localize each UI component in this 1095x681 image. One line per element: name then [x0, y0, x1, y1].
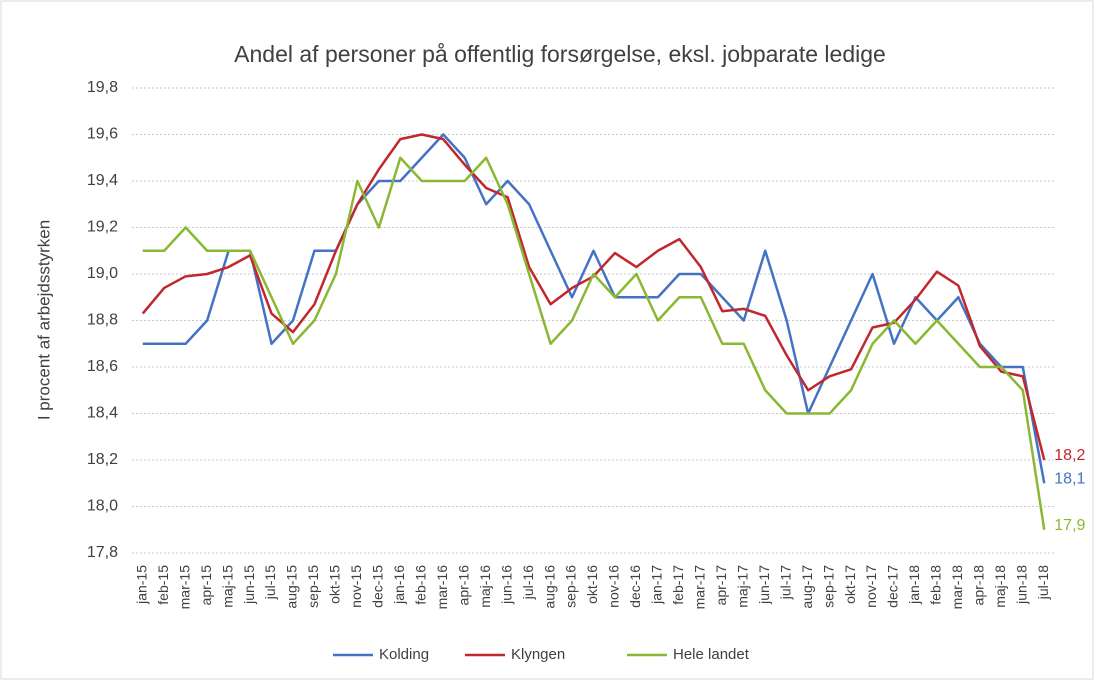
y-tick-label: 18,4 [87, 405, 118, 422]
x-tick-label: okt-16 [584, 565, 600, 604]
x-tick-label: jun-16 [498, 565, 514, 605]
x-tick-label: jan-17 [649, 565, 665, 605]
x-tick-label: sep-16 [563, 565, 579, 608]
y-tick-label: 18,6 [87, 358, 118, 375]
y-tick-label: 18,2 [87, 451, 118, 468]
x-tick-label: feb-17 [670, 565, 686, 605]
x-tick-label: feb-16 [412, 565, 428, 605]
x-tick-label: apr-17 [713, 565, 729, 606]
end-label: 18,2 [1054, 447, 1085, 464]
x-tick-label: apr-15 [198, 565, 214, 606]
y-tick-label: 19,2 [87, 219, 118, 236]
x-tick-label: okt-17 [842, 565, 858, 604]
x-tick-label: nov-17 [863, 565, 879, 608]
x-tick-label: dec-17 [885, 565, 901, 608]
legend-label: Kolding [379, 646, 429, 663]
x-tick-label: maj-18 [992, 565, 1008, 608]
x-tick-label: jul-16 [520, 565, 536, 600]
x-tick-label: jul-15 [262, 565, 278, 600]
series-line [142, 133, 1046, 484]
x-tick-label: aug-15 [284, 565, 300, 609]
chart-title: Andel af personer på offentlig forsørgel… [234, 41, 886, 67]
x-tick-label: nov-15 [348, 565, 364, 608]
x-tick-label: jun-15 [241, 565, 257, 605]
x-tick-label: feb-15 [155, 565, 171, 605]
end-label: 18,1 [1054, 470, 1085, 487]
x-tick-label: maj-16 [477, 565, 493, 608]
x-tick-label: okt-15 [327, 565, 343, 604]
x-tick-label: mar-15 [176, 565, 192, 610]
x-tick-label: jul-17 [777, 565, 793, 600]
x-tick-label: feb-18 [928, 565, 944, 605]
y-tick-label: 17,8 [87, 544, 118, 561]
x-tick-label: mar-16 [434, 565, 450, 610]
y-tick-label: 19,8 [87, 79, 118, 96]
legend-label: Hele landet [673, 646, 750, 663]
x-tick-label: sep-15 [305, 565, 321, 608]
y-tick-label: 18,8 [87, 312, 118, 329]
x-tick-label: jan-15 [133, 565, 149, 605]
x-tick-label: jul-18 [1035, 565, 1051, 600]
x-tick-label: maj-15 [219, 565, 235, 608]
x-tick-label: nov-16 [606, 565, 622, 608]
x-tick-label: jan-18 [906, 565, 922, 605]
x-tick-label: mar-18 [949, 565, 965, 610]
y-tick-label: 19,6 [87, 126, 118, 143]
x-tick-label: aug-17 [799, 565, 815, 609]
x-tick-label: apr-18 [971, 565, 987, 606]
y-tick-label: 19,0 [87, 265, 118, 282]
series-line [142, 156, 1046, 530]
y-tick-label: 19,4 [87, 172, 118, 189]
legend-label: Klyngen [511, 646, 565, 663]
x-tick-label: apr-16 [455, 565, 471, 606]
x-tick-label: aug-16 [541, 565, 557, 609]
x-tick-label: mar-17 [692, 565, 708, 610]
x-tick-label: maj-17 [734, 565, 750, 608]
y-tick-label: 18,0 [87, 498, 118, 515]
y-axis-label: I procent af arbejdsstyrken [34, 220, 53, 420]
x-tick-label: sep-17 [820, 565, 836, 608]
x-tick-label: jan-16 [391, 565, 407, 605]
end-label: 17,9 [1054, 517, 1085, 534]
x-tick-label: dec-15 [370, 565, 386, 608]
x-tick-label: jun-17 [756, 565, 772, 605]
x-tick-label: jun-18 [1014, 565, 1030, 605]
x-tick-label: dec-16 [627, 565, 643, 608]
